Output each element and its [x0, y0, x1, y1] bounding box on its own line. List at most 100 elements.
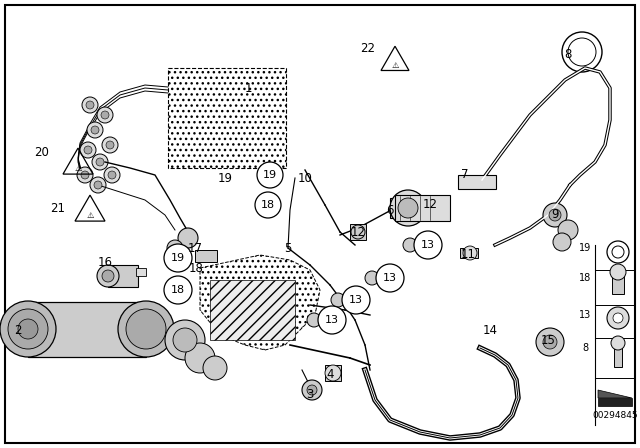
Circle shape — [549, 209, 561, 221]
Text: 18: 18 — [579, 273, 591, 283]
Bar — [136, 268, 146, 276]
Circle shape — [342, 286, 370, 314]
Text: 9: 9 — [551, 208, 559, 221]
Text: 13: 13 — [579, 310, 591, 320]
Circle shape — [398, 198, 418, 218]
Text: 19: 19 — [218, 172, 232, 185]
Text: 13: 13 — [383, 273, 397, 283]
Circle shape — [8, 309, 48, 349]
Text: ⚠: ⚠ — [86, 211, 93, 220]
Circle shape — [562, 32, 602, 72]
Circle shape — [607, 307, 629, 329]
Text: 19: 19 — [263, 170, 277, 180]
Text: 14: 14 — [483, 323, 497, 336]
Circle shape — [257, 162, 283, 188]
Bar — [395, 195, 450, 221]
Circle shape — [96, 158, 104, 166]
Text: 16: 16 — [97, 255, 113, 268]
Circle shape — [77, 167, 93, 183]
Circle shape — [543, 203, 567, 227]
Circle shape — [164, 276, 192, 304]
Polygon shape — [200, 255, 320, 350]
Text: 10: 10 — [298, 172, 312, 185]
Text: 8: 8 — [564, 48, 572, 61]
Circle shape — [351, 225, 365, 239]
Text: 20: 20 — [35, 146, 49, 159]
Circle shape — [108, 171, 116, 179]
Circle shape — [94, 181, 102, 189]
Circle shape — [318, 306, 346, 334]
Text: 1: 1 — [244, 82, 252, 95]
Text: ⚠: ⚠ — [74, 164, 82, 172]
Circle shape — [118, 301, 174, 357]
Circle shape — [97, 107, 113, 123]
Text: 7: 7 — [461, 168, 468, 181]
Circle shape — [173, 328, 197, 352]
Text: 11: 11 — [461, 249, 476, 262]
Circle shape — [165, 320, 205, 360]
Circle shape — [613, 313, 623, 323]
Text: 12: 12 — [422, 198, 438, 211]
Circle shape — [185, 343, 215, 373]
Bar — [210, 280, 295, 340]
Text: 15: 15 — [541, 333, 556, 346]
Circle shape — [92, 154, 108, 170]
Bar — [598, 398, 632, 406]
Text: 5: 5 — [284, 241, 292, 254]
Text: 13: 13 — [421, 240, 435, 250]
Text: 4: 4 — [326, 369, 333, 382]
Circle shape — [82, 97, 98, 113]
Text: 8: 8 — [582, 343, 588, 353]
Text: 18: 18 — [189, 262, 204, 275]
Bar — [460, 248, 478, 258]
Polygon shape — [598, 390, 632, 398]
Circle shape — [331, 293, 345, 307]
Circle shape — [86, 101, 94, 109]
Circle shape — [167, 240, 183, 256]
Circle shape — [302, 380, 322, 400]
Bar — [168, 68, 286, 168]
Text: ⚠: ⚠ — [391, 60, 399, 69]
Bar — [350, 224, 366, 240]
Circle shape — [102, 270, 114, 282]
Circle shape — [0, 301, 56, 357]
Bar — [458, 175, 496, 189]
Bar — [28, 302, 146, 357]
Bar — [612, 274, 624, 294]
Circle shape — [106, 141, 114, 149]
Bar — [108, 265, 138, 287]
Text: 19: 19 — [171, 253, 185, 263]
Text: 21: 21 — [51, 202, 65, 215]
Text: 18: 18 — [171, 285, 185, 295]
Circle shape — [536, 328, 564, 356]
Circle shape — [90, 177, 106, 193]
Circle shape — [414, 231, 442, 259]
Circle shape — [104, 167, 120, 183]
Circle shape — [81, 171, 89, 179]
Circle shape — [390, 190, 426, 226]
Circle shape — [307, 313, 321, 327]
Circle shape — [611, 336, 625, 350]
Text: 3: 3 — [307, 388, 314, 401]
Text: 22: 22 — [360, 42, 376, 55]
Circle shape — [376, 264, 404, 292]
Circle shape — [80, 142, 96, 158]
Circle shape — [403, 238, 417, 252]
Text: 19: 19 — [579, 243, 591, 253]
Circle shape — [568, 38, 596, 66]
Circle shape — [607, 241, 629, 263]
Circle shape — [543, 335, 557, 349]
Circle shape — [91, 126, 99, 134]
Circle shape — [87, 122, 103, 138]
Text: 13: 13 — [325, 315, 339, 325]
Bar — [390, 198, 430, 218]
Text: 18: 18 — [261, 200, 275, 210]
Circle shape — [102, 137, 118, 153]
Circle shape — [610, 264, 626, 280]
Circle shape — [558, 220, 578, 240]
Text: 2: 2 — [14, 323, 22, 336]
Circle shape — [553, 233, 571, 251]
Bar — [614, 345, 622, 367]
Bar — [195, 250, 217, 262]
Circle shape — [126, 309, 166, 349]
